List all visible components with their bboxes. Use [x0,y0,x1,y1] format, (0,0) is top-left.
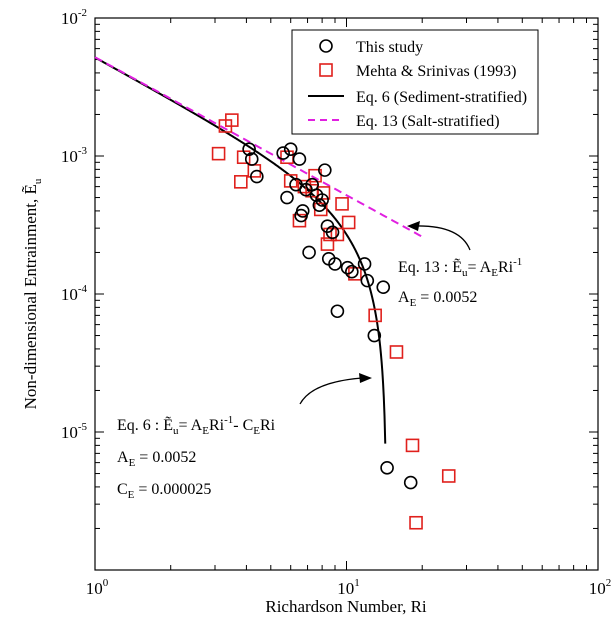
tick-labels: 100 101 102 10-5 10-4 10-3 10-2 [61,7,611,598]
annotation-eq6-ae: AE = 0.0052 [117,449,196,469]
y-tick-label: 10-5 [61,421,88,442]
mehta-point [389,345,404,359]
annotation-arrow-eq6 [299,377,363,405]
legend-item-eq13: Eq. 13 (Salt-stratified) [308,113,500,130]
mehta-point [341,215,356,230]
this-study-point [295,204,310,218]
mehta-point [320,237,335,251]
this-study-point [302,245,316,260]
eq13-curve [94,56,423,238]
mehta-point [211,146,226,161]
x-tick-label: 100 [86,577,109,598]
legend-label-eq13: Eq. 13 (Salt-stratified) [356,113,500,130]
legend-label-this-study: This study [356,39,423,56]
this-study-point [340,260,355,275]
this-study-point [367,328,382,343]
mehta-point [441,469,456,483]
y-axis-label: Non-dimensional Entrainment, Ẽu [21,178,44,409]
mehta-point [316,186,331,200]
this-study-point [280,190,294,205]
annotation-eq6-ce: CE = 0.000025 [117,481,211,501]
annotation-arrow-eq13 [414,225,471,251]
legend-item-mehta: Mehta & Srinivas (1993) [319,63,516,80]
y-tick-label: 10-2 [61,7,87,28]
annotation-eq6: Eq. 6 : Ẽu= AERi-1- CERi AE = 0.0052 CE … [117,373,372,501]
this-study-point [403,475,418,490]
this-study-point [325,225,340,240]
legend-label-mehta: Mehta & Srinivas (1993) [356,63,516,80]
this-study-point [360,273,375,288]
this-study-point [276,146,290,160]
legend-box [291,29,539,135]
this-study-point [357,257,372,271]
mehta-point [368,308,382,323]
y-tick-label: 10-4 [61,283,88,304]
x-axis-label: Richardson Number, Ri [265,597,427,616]
annotation-eq13-formula: Eq. 13 : Ẽu= AERi-1 [398,256,522,279]
mehta-point [234,175,248,189]
data-points [211,113,456,530]
this-study-point [376,280,391,295]
model-curves [94,56,423,444]
mehta-point [335,197,349,211]
y-axis-label-group: Non-dimensional Entrainment, Ẽu [21,178,44,409]
tick-marks [94,18,598,571]
annotation-eq13-ae: AE = 0.0052 [398,289,477,309]
this-study-point [318,163,332,177]
y-tick-label: 10-3 [61,145,88,166]
this-study-point [242,142,256,157]
this-study-point [380,461,394,475]
this-study-point [345,264,359,279]
annotation-arrowhead-eq6 [359,373,372,383]
this-study-point [315,193,329,207]
this-study-point [328,257,342,271]
legend: This study Mehta & Srinivas (1993) Eq. 6… [291,29,539,135]
annotation-eq13: Eq. 13 : Ẽu= AERi-1 AE = 0.0052 [398,221,522,309]
this-study-point [250,169,264,184]
legend-item-this-study: This study [319,39,423,56]
legend-marker-square [319,63,333,77]
this-study-point [330,304,345,319]
x-tick-label: 102 [589,577,612,598]
mehta-point [409,515,423,530]
legend-item-eq6: Eq. 6 (Sediment-stratified) [308,89,527,106]
mehta-point [323,227,337,242]
mehta-point [405,438,420,453]
x-tick-label: 101 [337,577,360,598]
legend-marker-circle [319,39,333,53]
annotation-eq6-formula: Eq. 6 : Ẽu= AERi-1- CERi [117,414,276,437]
this-study-point [283,142,298,157]
this-study-point [292,152,307,166]
mehta-point [225,113,239,127]
legend-label-eq6: Eq. 6 (Sediment-stratified) [356,89,527,106]
annotation-arrowhead-eq13 [407,221,420,231]
this-study-point [244,152,259,166]
